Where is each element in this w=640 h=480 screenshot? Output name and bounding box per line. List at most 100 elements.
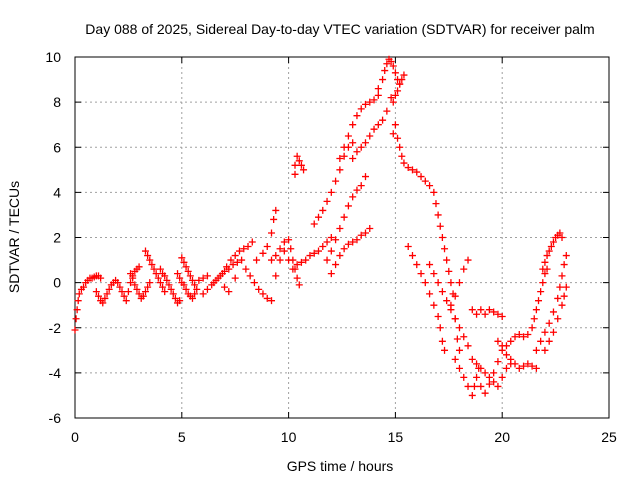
data-point [291, 161, 299, 169]
data-point [473, 360, 481, 368]
data-point [443, 297, 451, 305]
data-point [400, 71, 408, 79]
data-point [387, 94, 395, 102]
data-point [361, 100, 369, 108]
data-point [434, 211, 442, 219]
data-point [468, 355, 476, 363]
data-point [370, 125, 378, 133]
data-point [221, 283, 229, 291]
data-point [481, 389, 489, 397]
y-tick-label: 10 [45, 49, 61, 65]
data-point [532, 364, 540, 372]
data-point [543, 252, 551, 260]
y-axis-title: SDTVAR / TECUs [6, 181, 22, 293]
data-point [438, 337, 446, 345]
data-point [541, 270, 549, 278]
data-point [199, 290, 207, 298]
data-point [255, 285, 263, 293]
data-point [94, 292, 102, 300]
data-point [310, 249, 318, 257]
data-point [560, 261, 568, 269]
data-point [349, 121, 357, 129]
data-point [453, 335, 461, 343]
data-point [417, 173, 425, 181]
data-point [485, 373, 493, 381]
y-axis-ticks: -6 -4 -2 0 2 4 6 8 10 [45, 49, 609, 426]
data-point [340, 245, 348, 253]
data-point [327, 270, 335, 278]
y-tick-label: -6 [49, 410, 62, 426]
data-point [154, 274, 162, 282]
data-point [549, 238, 557, 246]
data-point [199, 274, 207, 282]
data-point [490, 369, 498, 377]
data-point [539, 265, 547, 273]
data-point [558, 234, 566, 241]
y-tick-label: -4 [49, 365, 62, 381]
data-point [300, 166, 308, 174]
data-point [235, 247, 243, 255]
data-point [541, 258, 549, 266]
data-point [554, 315, 562, 323]
data-point [184, 267, 192, 275]
data-point [259, 290, 267, 298]
data-point [545, 337, 553, 345]
data-point [97, 274, 105, 282]
data-point [340, 213, 348, 221]
data-point [426, 182, 434, 190]
data-point [242, 265, 250, 273]
data-point [263, 294, 271, 302]
data-point [494, 358, 502, 366]
data-point [451, 315, 459, 323]
data-point [310, 220, 318, 228]
data-point [135, 263, 143, 271]
data-point [233, 258, 241, 266]
data-point [528, 362, 536, 370]
data-point [114, 279, 122, 287]
data-point [176, 297, 184, 305]
data-point [357, 182, 365, 190]
data-point [455, 364, 463, 372]
data-point [244, 243, 252, 251]
data-point [315, 247, 323, 255]
data-point [259, 249, 267, 257]
data-point [289, 265, 297, 273]
data-point [223, 263, 231, 271]
data-point [539, 279, 547, 287]
data-point [537, 288, 545, 296]
data-point [366, 132, 374, 140]
data-point [430, 301, 438, 309]
data-point [394, 87, 402, 95]
data-point [477, 306, 485, 314]
data-point [167, 285, 175, 293]
data-point [315, 213, 323, 221]
data-point [532, 346, 540, 354]
x-tick-label: 5 [178, 429, 186, 445]
data-point [421, 279, 429, 287]
data-point [353, 148, 361, 156]
data-point [545, 247, 553, 255]
data-point [562, 283, 570, 291]
data-point [357, 105, 365, 113]
data-point [353, 112, 361, 120]
data-point [451, 292, 459, 300]
data-point [541, 328, 549, 336]
data-point [511, 360, 519, 368]
data-point [250, 279, 258, 287]
data-point [447, 301, 455, 309]
data-point [520, 333, 528, 341]
data-point [430, 270, 438, 278]
data-point [494, 382, 502, 390]
data-point [438, 234, 446, 241]
data-point [441, 245, 449, 253]
data-point [156, 265, 164, 273]
data-point [445, 267, 453, 275]
data-point [426, 261, 434, 269]
data-point [174, 270, 182, 278]
data-point [203, 285, 211, 293]
data-point [135, 290, 143, 298]
x-axis-title: GPS time / hours [287, 458, 394, 474]
data-point [464, 256, 472, 264]
data-point [344, 132, 352, 140]
